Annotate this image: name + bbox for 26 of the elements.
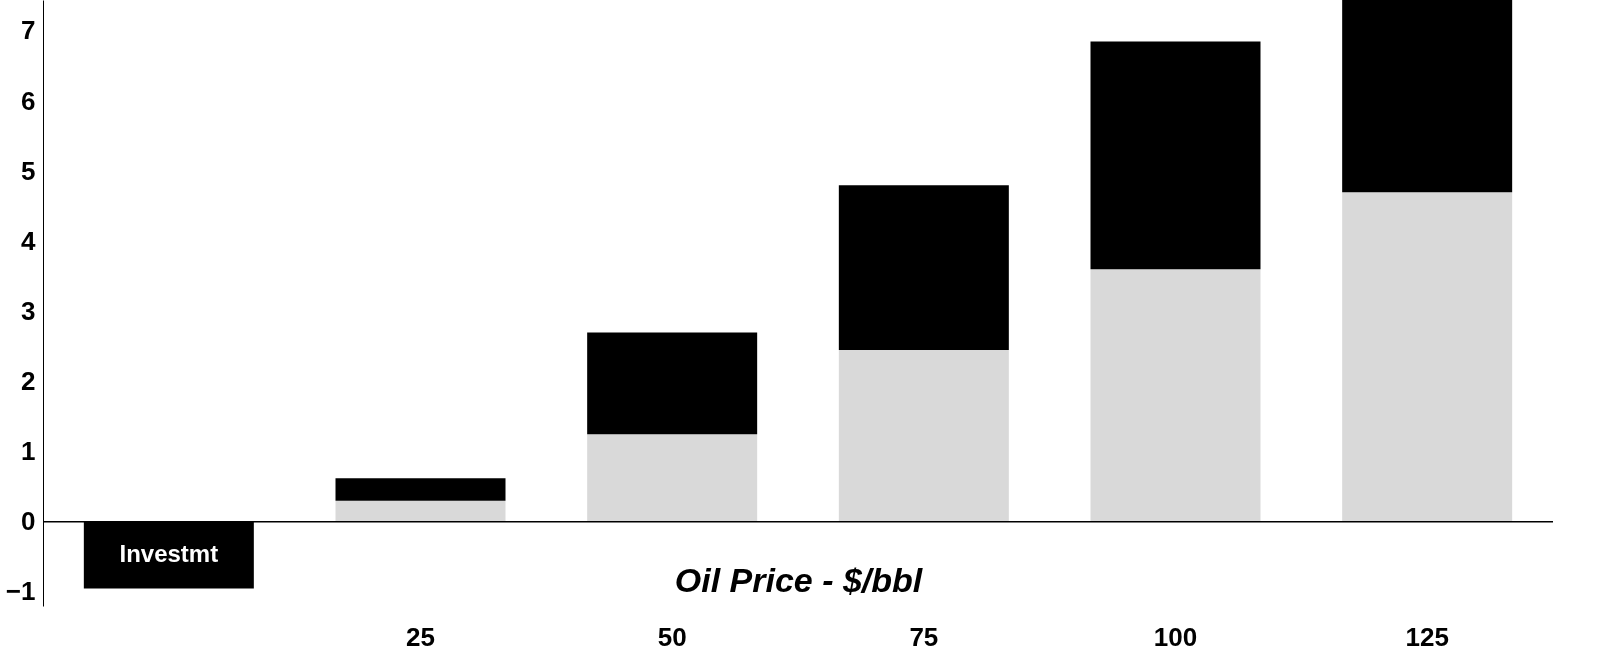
bar: [335, 478, 506, 501]
x-tick-label: 25: [406, 621, 435, 652]
y-tick-label: 3: [21, 295, 36, 326]
bar: [1342, 0, 1513, 193]
bar: [838, 185, 1009, 350]
x-axis-title: Oil Price - $/bbl: [674, 560, 924, 599]
x-tick-label: 125: [1405, 621, 1449, 652]
bar: [1342, 192, 1513, 522]
bar: [1090, 269, 1261, 522]
y-tick-label: 5: [21, 155, 36, 186]
annotation: Investmt: [119, 540, 219, 568]
x-tick-label: 75: [909, 621, 939, 652]
y-tick-label: 7: [21, 15, 36, 46]
bar: [335, 500, 506, 522]
y-tick-label: 4: [21, 225, 37, 256]
y-tick-label: 1: [21, 436, 36, 467]
bar: [587, 332, 758, 435]
y-tick-label: 2: [21, 366, 36, 397]
bar: [1090, 41, 1261, 270]
y-tick-label: 0: [21, 506, 36, 537]
x-tick-label: 50: [657, 621, 687, 652]
bar: [838, 349, 1009, 522]
y-tick-label: −1: [5, 576, 36, 607]
y-tick-label: 6: [21, 85, 36, 116]
bar: [587, 434, 758, 522]
x-tick-label: 100: [1153, 621, 1198, 652]
